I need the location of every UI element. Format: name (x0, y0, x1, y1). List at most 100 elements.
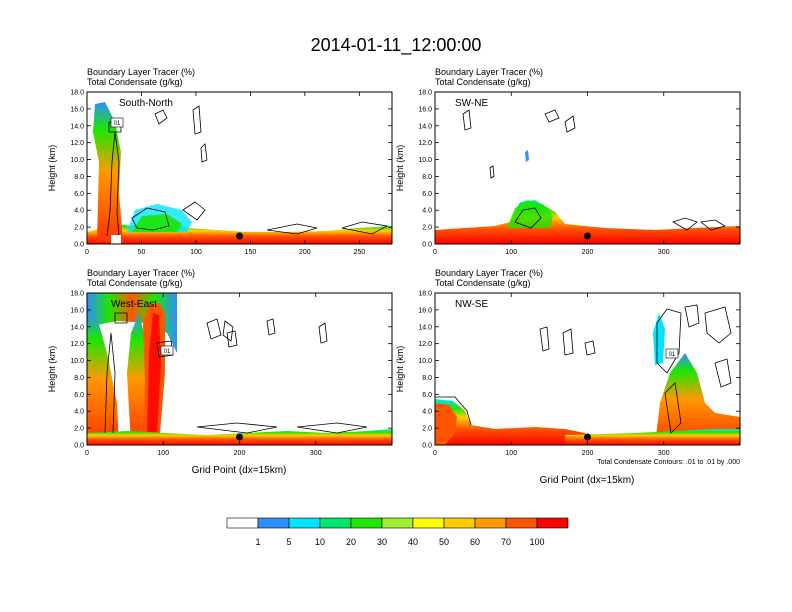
condensate-contours (462, 109, 726, 231)
legend-label: 70 (501, 537, 511, 547)
y-tick-label: 8.0 (74, 375, 84, 382)
x-tick-label: 300 (658, 450, 670, 457)
marker-layer (584, 433, 591, 441)
y-tick-label: 0.0 (422, 443, 432, 450)
y-tick-label: 12.0 (418, 140, 432, 147)
legend-swatch (226, 517, 259, 529)
y-tick-label: 14.0 (418, 123, 432, 130)
y-axis-label: Height (km) (47, 346, 57, 393)
y-tick-label: 16.0 (418, 106, 432, 113)
x-tick-label: 100 (505, 249, 517, 256)
x-tick-label: 300 (658, 249, 670, 256)
legend-swatch (505, 517, 538, 529)
panel-west-east: Boundary Layer Tracer (%) Total Condensa… (47, 268, 393, 476)
x-tick-label: 100 (505, 450, 517, 457)
legend-swatch (319, 517, 352, 529)
tracer-patch-green (507, 200, 553, 228)
boundary-layer-fill (435, 200, 740, 244)
x-axis-label: Grid Point (dx=15km) (540, 475, 635, 486)
y-tick-label: 2.0 (74, 225, 84, 232)
legend-label: 10 (315, 537, 325, 547)
y-tick-label: 12.0 (70, 140, 84, 147)
panel-title-line2: Total Condensate (g/kg) (87, 278, 183, 288)
tracer-column-top (653, 313, 665, 365)
boundary-layer-fill (565, 429, 740, 445)
axis-layer: 0 100 200 300 0.0 2.0 4.0 6.0 8.0 10.0 12.0 14.0 16.… (70, 291, 392, 457)
y-tick-label: 8.0 (422, 174, 432, 181)
axis-layer: 0 50 100 150 200 250 0.0 2.0 4.0 6.0 8.0 10.0 12.0 14… (70, 90, 392, 256)
legend-swatch (288, 517, 321, 529)
legend-swatch (443, 517, 476, 529)
plot-area: 01 West-East (86, 292, 393, 446)
x-tick-label: 50 (138, 249, 146, 256)
tracer-region-left (435, 399, 585, 445)
y-tick-label: 2.0 (74, 426, 84, 433)
x-tick-label: 300 (310, 450, 322, 457)
x-tick-label: 200 (582, 249, 594, 256)
x-tick-label: 0 (85, 249, 89, 256)
x-tick-label: 150 (245, 249, 257, 256)
axis-layer: 0 100 200 300 0.0 2.0 4.0 6.0 8.0 10.0 12.0 14.0 16.… (418, 291, 740, 457)
legend-label: 5 (286, 537, 291, 547)
tracer-plume-right (655, 353, 740, 445)
plot-area: SW-NE (434, 91, 741, 245)
panel-south-north: Boundary Layer Tracer (%) Total Condensa… (47, 67, 393, 256)
legend-label: 100 (529, 537, 544, 547)
y-tick-label: 10.0 (70, 358, 84, 365)
tracer-plume-left (87, 313, 119, 445)
y-tick-label: 8.0 (422, 375, 432, 382)
y-axis-label: Height (km) (395, 346, 405, 393)
panel-sw-ne: Boundary Layer Tracer (%) Total Condensa… (395, 67, 741, 256)
panel-label: SW-NE (455, 98, 488, 109)
y-tick-label: 16.0 (70, 307, 84, 314)
x-tick-label: 200 (299, 249, 311, 256)
location-marker (236, 433, 243, 441)
x-tick-label: 0 (85, 450, 89, 457)
y-tick-label: 4.0 (422, 208, 432, 215)
marker-layer (236, 433, 243, 441)
y-tick-label: 4.0 (74, 409, 84, 416)
x-tick-label: 0 (433, 450, 437, 457)
y-tick-label: 6.0 (74, 392, 84, 399)
legend-label: 50 (439, 537, 449, 547)
contour-footnote: Total Condensate Contours: .01 to .01 by… (597, 459, 740, 466)
y-tick-label: 2.0 (422, 426, 432, 433)
contour-label-box (665, 348, 679, 359)
y-tick-label: 4.0 (422, 409, 432, 416)
marker-layer (584, 232, 591, 240)
y-tick-label: 16.0 (418, 307, 432, 314)
legend-swatch (474, 517, 507, 529)
panel-label: South-North (119, 98, 173, 109)
location-marker (584, 232, 591, 240)
y-tick-label: 4.0 (74, 208, 84, 215)
y-tick-label: 10.0 (418, 358, 432, 365)
location-marker (584, 433, 591, 441)
contour-label-box (160, 345, 174, 356)
legend-label: 40 (408, 537, 418, 547)
plot-area: 01 South-North (86, 91, 393, 245)
y-tick-label: 6.0 (74, 191, 84, 198)
y-tick-label: 0.0 (74, 242, 84, 249)
legend-label: 1 (255, 537, 260, 547)
panel-title-line1: Boundary Layer Tracer (%) (435, 268, 543, 278)
y-tick-label: 10.0 (418, 157, 432, 164)
x-tick-label: 100 (190, 249, 202, 256)
y-tick-label: 12.0 (70, 341, 84, 348)
x-tick-label: 100 (157, 450, 169, 457)
legend-label: 30 (377, 537, 387, 547)
y-axis-label: Height (km) (47, 145, 57, 192)
panel-title-line2: Total Condensate (g/kg) (435, 77, 531, 87)
y-axis-label: Height (km) (395, 145, 405, 192)
terrain-fill (111, 235, 121, 244)
legend-swatch (381, 517, 414, 529)
x-axis-label: Grid Point (dx=15km) (192, 465, 287, 476)
panel-label: West-East (111, 299, 157, 310)
panel-title-line1: Boundary Layer Tracer (%) (87, 67, 195, 77)
legend-swatch (536, 517, 569, 529)
condensate-contours (106, 105, 389, 237)
x-tick-label: 200 (582, 450, 594, 457)
y-tick-label: 0.0 (422, 242, 432, 249)
panel-title-line1: Boundary Layer Tracer (%) (435, 67, 543, 77)
tracer-patch-green (132, 214, 182, 232)
